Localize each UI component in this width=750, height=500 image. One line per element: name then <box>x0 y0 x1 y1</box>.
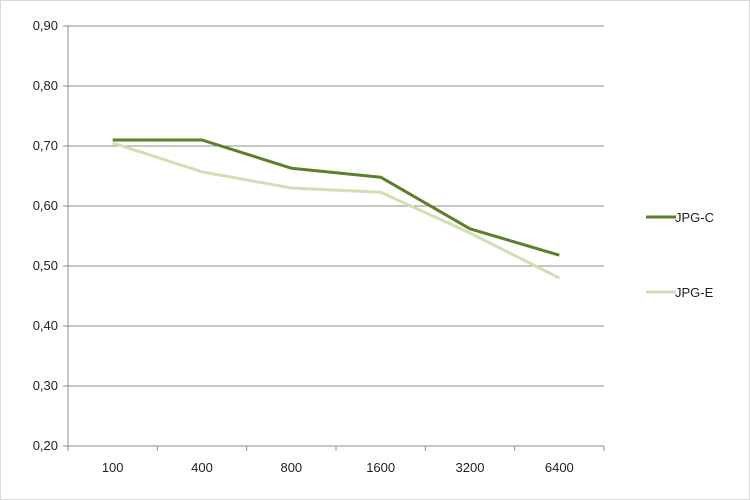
gridlines <box>68 25 604 387</box>
y-tick-label: 0,40 <box>33 318 58 333</box>
y-tick-label: 0,20 <box>33 438 58 453</box>
series-lines <box>112 138 560 280</box>
x-tick-labels: 100 400 800 1600 3200 6400 <box>102 460 574 475</box>
y-tick-label: 0,70 <box>33 138 58 153</box>
legend-label-jpg-e: JPG-E <box>675 285 714 300</box>
x-tick-label: 400 <box>191 460 213 475</box>
x-tick-label: 1600 <box>366 460 395 475</box>
x-tick-label: 6400 <box>545 460 574 475</box>
x-tick-label: 800 <box>280 460 302 475</box>
y-tick-label: 0,30 <box>33 378 58 393</box>
axes <box>63 25 605 451</box>
legend: JPG-C JPG-E <box>646 210 714 300</box>
legend-label-jpg-c: JPG-C <box>675 210 714 225</box>
y-tick-label: 0,60 <box>33 198 58 213</box>
series-line-jpg-c <box>112 138 560 257</box>
y-tick-label: 0,50 <box>33 258 58 273</box>
x-tick-label: 3200 <box>456 460 485 475</box>
y-tick-label: 0,80 <box>33 78 58 93</box>
series-line-jpg-e <box>112 141 560 280</box>
y-tick-label: 0,90 <box>33 18 58 33</box>
y-tick-labels: 0,20 0,30 0,40 0,50 0,60 0,70 0,80 0,90 <box>33 18 58 453</box>
x-tick-label: 100 <box>102 460 124 475</box>
